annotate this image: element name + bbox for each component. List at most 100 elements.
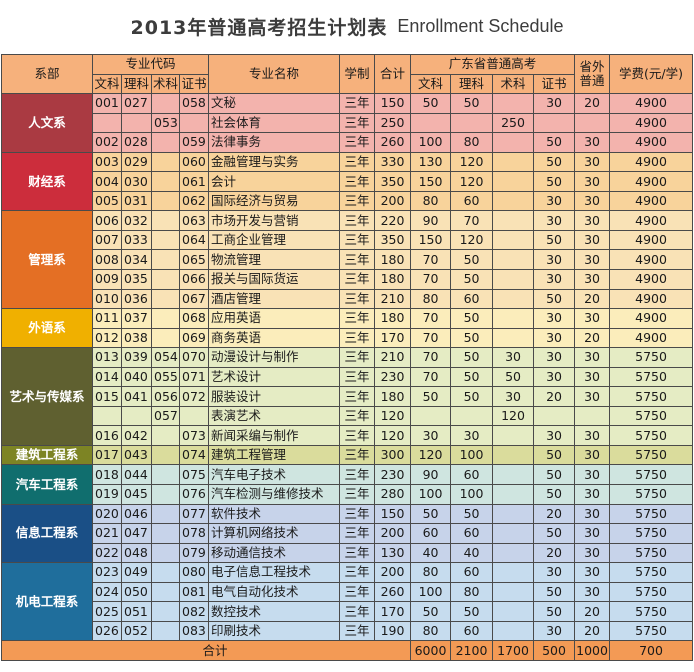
code-li-cell: 035 bbox=[121, 269, 152, 290]
fee-cell: 5750 bbox=[609, 503, 694, 525]
gd-shu-cell bbox=[492, 444, 535, 466]
code-zheng-cell: 063 bbox=[178, 210, 210, 231]
gd-li-cell: 60 bbox=[450, 620, 494, 642]
gd-zheng-cell: 30 bbox=[533, 249, 576, 271]
gd-zheng-cell: 50 bbox=[533, 151, 576, 173]
totals-wen: 2100 bbox=[450, 640, 494, 661]
table-row: 建筑工程系 017 043 074 建筑工程管理 三年 300 120 100 50 30 5750 bbox=[1, 444, 694, 466]
code-shu-cell bbox=[151, 151, 180, 173]
gd-zheng-cell: 20 bbox=[533, 386, 576, 407]
code-shu-cell bbox=[151, 93, 180, 114]
code-wen-cell: 022 bbox=[92, 542, 122, 564]
table-row: 005 031 062 国际经济与贸易 三年 200 80 60 30 30 4900 bbox=[2, 190, 694, 212]
gd-shu-cell bbox=[492, 523, 535, 544]
gd-shu-cell bbox=[492, 542, 535, 564]
code-shu-cell bbox=[151, 308, 180, 329]
gd-shu-cell: 250 bbox=[492, 112, 535, 134]
fee-cell: 5750 bbox=[609, 601, 694, 622]
totals-zheng: 1000 bbox=[574, 640, 611, 661]
major-name-cell: 计算机网络技术 bbox=[208, 523, 341, 544]
outside-cell: 30 bbox=[574, 464, 611, 486]
gd-li-cell: 80 bbox=[450, 581, 494, 603]
major-name-cell: 软件技术 bbox=[208, 503, 341, 525]
gd-zheng-cell: 30 bbox=[533, 93, 576, 114]
table-body: 人文系 001 027 058 文秘 三年 150 50 50 30 20 4900 053 社会体育 三年… bbox=[1, 93, 694, 642]
code-li-cell: 050 bbox=[121, 581, 152, 603]
code-li-cell: 044 bbox=[121, 464, 152, 486]
outside-cell: 30 bbox=[574, 249, 611, 271]
totals-row: 合计 6000 2100 1700 500 1000 700 bbox=[0, 640, 694, 661]
code-wen-cell bbox=[92, 112, 122, 134]
code-shu-cell bbox=[151, 269, 180, 290]
gd-zheng-cell: 50 bbox=[533, 523, 576, 544]
gd-zheng-cell: 50 bbox=[533, 444, 576, 466]
outside-cell: 30 bbox=[574, 523, 611, 544]
gd-zheng-cell: 30 bbox=[533, 327, 576, 349]
gd-li-cell: 100 bbox=[450, 444, 494, 466]
code-wen-cell: 005 bbox=[92, 190, 122, 212]
outside-cell: 30 bbox=[574, 562, 611, 583]
code-shu-cell bbox=[151, 327, 180, 349]
code-wen-cell: 001 bbox=[92, 93, 122, 114]
gd-shu-cell bbox=[492, 562, 535, 583]
major-name-cell: 汽车电子技术 bbox=[208, 464, 341, 486]
code-zheng-cell: 070 bbox=[178, 347, 210, 368]
gd-li-cell: 100 bbox=[450, 484, 494, 505]
code-zheng-cell: 064 bbox=[178, 229, 210, 251]
code-wen-cell: 007 bbox=[92, 229, 122, 251]
gd-li-cell: 50 bbox=[450, 366, 494, 388]
gd-shu-cell bbox=[492, 327, 535, 349]
gd-li-cell: 80 bbox=[450, 132, 494, 153]
gd-shu-cell bbox=[492, 503, 535, 525]
outside-cell: 30 bbox=[574, 386, 611, 407]
gd-li-cell: 60 bbox=[450, 523, 494, 544]
gd-wen-cell: 70 bbox=[410, 308, 452, 329]
years-cell: 三年 bbox=[339, 229, 376, 251]
years-cell: 三年 bbox=[339, 327, 376, 349]
fee-cell: 5750 bbox=[609, 542, 694, 564]
code-zheng-cell: 080 bbox=[178, 562, 210, 583]
fee-cell: 5750 bbox=[609, 523, 694, 544]
gd-li-cell: 60 bbox=[450, 190, 494, 212]
years-cell: 三年 bbox=[339, 210, 376, 231]
major-name-cell: 汽车检测与维修技术 bbox=[208, 484, 341, 505]
fee-cell: 5750 bbox=[609, 484, 694, 505]
code-wen-cell: 006 bbox=[92, 210, 122, 231]
code-li-cell: 043 bbox=[121, 444, 152, 466]
code-zheng-cell: 083 bbox=[178, 620, 210, 642]
gd-shu-cell bbox=[492, 269, 535, 290]
table-row: 机电工程系 023 049 080 电子信息工程技术 三年 200 80 60 30 30 5750 bbox=[1, 562, 694, 642]
major-name-cell: 印刷技术 bbox=[208, 620, 341, 642]
department-cell: 机电工程系 bbox=[1, 562, 93, 642]
fee-cell: 5750 bbox=[609, 386, 694, 407]
gd-li-cell: 50 bbox=[450, 601, 494, 622]
fee-cell: 5750 bbox=[609, 366, 694, 388]
gd-shu-cell bbox=[492, 288, 535, 310]
gd-li-cell: 70 bbox=[450, 210, 494, 231]
gd-shu-cell bbox=[492, 484, 535, 505]
code-shu-cell bbox=[151, 503, 180, 525]
gd-shu-cell bbox=[492, 601, 535, 622]
code-wen-cell: 011 bbox=[92, 308, 122, 329]
code-wen-cell: 017 bbox=[92, 444, 122, 466]
table-row: 管理系 006 032 063 市场开发与营销 三年 220 90 70 30 30 4900 bbox=[1, 210, 694, 310]
code-shu-cell bbox=[151, 444, 180, 466]
header-years: 学制 bbox=[339, 53, 376, 95]
table-row: 057 表演艺术 三年 120 120 5750 bbox=[2, 405, 694, 427]
gd-wen-cell: 70 bbox=[410, 366, 452, 388]
total-cell: 350 bbox=[374, 229, 412, 251]
years-cell: 三年 bbox=[339, 269, 376, 290]
code-shu-cell: 053 bbox=[151, 112, 180, 134]
code-wen-cell: 004 bbox=[92, 171, 122, 192]
outside-cell: 30 bbox=[574, 503, 611, 525]
total-cell: 250 bbox=[374, 112, 412, 134]
totals-shu: 500 bbox=[533, 640, 576, 661]
total-cell: 180 bbox=[374, 269, 412, 290]
code-li-cell: 047 bbox=[121, 523, 152, 544]
code-shu-cell bbox=[151, 523, 180, 544]
total-cell: 200 bbox=[374, 523, 412, 544]
total-cell: 210 bbox=[374, 347, 412, 368]
outside-cell: 30 bbox=[574, 347, 611, 368]
totals-li: 1700 bbox=[492, 640, 535, 661]
gd-wen-cell: 80 bbox=[410, 288, 452, 310]
